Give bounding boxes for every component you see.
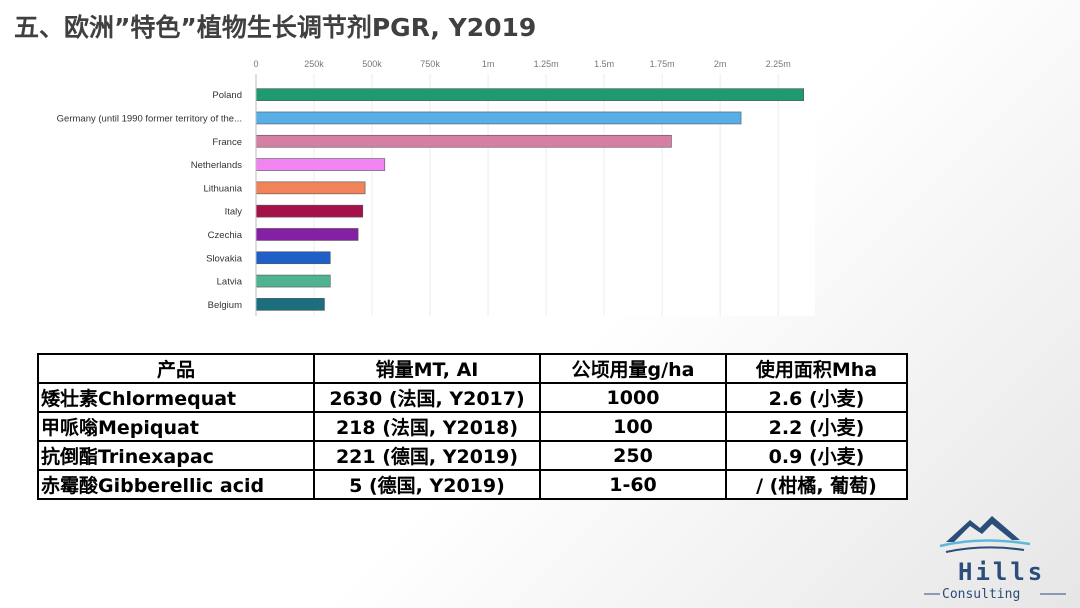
category-label: Latvia xyxy=(217,277,243,288)
x-tick-label: 2m xyxy=(714,59,727,69)
x-tick-label: 1m xyxy=(482,59,495,69)
bar xyxy=(255,204,364,218)
x-tick-label: 500k xyxy=(362,59,382,69)
table-row: 抗倒酯Trinexapac 221 (德国, Y2019) 250 0.9 (小… xyxy=(37,440,908,471)
pgr-table: 产品 销量MT, AI 公顷用量g/ha 使用面积Mha 矮壮素Chlormeq… xyxy=(37,353,908,500)
category-label: Slovakia xyxy=(206,253,243,264)
x-tick-label: 750k xyxy=(420,59,440,69)
cell-product: 赤霉酸Gibberellic acid xyxy=(37,469,315,500)
cell-area: / (柑橘, 葡萄) xyxy=(725,469,908,500)
category-label: France xyxy=(212,137,242,148)
cell-sales: 2630 (法国, Y2017) xyxy=(313,382,541,413)
category-label: Czechia xyxy=(208,230,243,241)
cell-product: 甲哌嗡Mepiquat xyxy=(37,411,315,442)
table-header-row: 产品 销量MT, AI 公顷用量g/ha 使用面积Mha xyxy=(37,353,908,384)
header-dose: 公顷用量g/ha xyxy=(539,353,727,384)
cell-area: 2.2 (小麦) xyxy=(725,411,908,442)
cell-sales: 5 (德国, Y2019) xyxy=(313,469,541,500)
cell-product: 抗倒酯Trinexapac xyxy=(37,440,315,471)
bar xyxy=(255,88,805,101)
bar xyxy=(255,158,386,171)
cell-product: 矮壮素Chlormequat xyxy=(37,382,315,413)
category-label: Poland xyxy=(212,90,242,101)
cell-dose: 1-60 xyxy=(539,469,727,500)
logo-subtitle: Consulting xyxy=(942,587,1020,602)
cell-area: 2.6 (小麦) xyxy=(725,382,908,413)
category-label: Italy xyxy=(225,207,243,218)
cell-sales: 221 (德国, Y2019) xyxy=(313,440,541,471)
mountain-icon xyxy=(939,516,1031,553)
slide-title: 五、欧洲”特色”植物生长调节剂PGR, Y2019 xyxy=(14,13,537,42)
x-tick-label: 1.75m xyxy=(650,59,675,69)
table-row: 甲哌嗡Mepiquat 218 (法国, Y2018) 100 2.2 (小麦) xyxy=(37,411,908,442)
table-row: 赤霉酸Gibberellic acid 5 (德国, Y2019) 1-60 /… xyxy=(37,469,908,500)
x-tick-label: 1.25m xyxy=(534,59,559,69)
bar xyxy=(255,298,325,311)
x-tick-label: 1.5m xyxy=(594,59,614,69)
bar xyxy=(255,251,331,265)
table-row: 矮壮素Chlormequat 2630 (法国, Y2017) 1000 2.6… xyxy=(37,382,908,413)
category-label: Germany (until 1990 former territory of … xyxy=(57,113,242,124)
bar xyxy=(255,181,366,195)
header-product: 产品 xyxy=(37,353,315,384)
bar-chart-svg: 0 250k 500k 750k 1m 1.25m 1.5m 1.75m 2m 2.25m Pola… xyxy=(57,59,805,316)
category-label: Belgium xyxy=(208,300,242,311)
cell-sales: 218 (法国, Y2018) xyxy=(313,411,541,442)
header-sales: 销量MT, AI xyxy=(313,353,541,384)
hills-consulting-logo: Hills Consulting xyxy=(924,516,1066,602)
x-tick-label: 250k xyxy=(304,59,324,69)
cell-dose: 100 xyxy=(539,411,727,442)
category-label: Netherlands xyxy=(191,160,242,171)
bar xyxy=(255,228,359,241)
bar-chart: 0 250k 500k 750k 1m 1.25m 1.5m 1.75m 2m 2.25m Pola… xyxy=(36,54,815,316)
x-tick-label: 0 xyxy=(253,59,258,69)
category-label: Lithuania xyxy=(203,183,242,194)
bar xyxy=(255,274,331,288)
header-area: 使用面积Mha xyxy=(725,353,908,384)
cell-dose: 1000 xyxy=(539,382,727,413)
bar xyxy=(255,134,672,148)
cell-area: 0.9 (小麦) xyxy=(725,440,908,471)
cell-dose: 250 xyxy=(539,440,727,471)
logo-name: Hills xyxy=(958,558,1045,586)
bar xyxy=(255,111,742,125)
x-tick-label: 2.25m xyxy=(766,59,791,69)
